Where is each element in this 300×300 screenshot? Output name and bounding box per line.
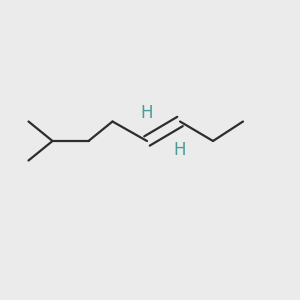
Text: H: H — [174, 141, 186, 159]
Text: H: H — [141, 103, 153, 122]
